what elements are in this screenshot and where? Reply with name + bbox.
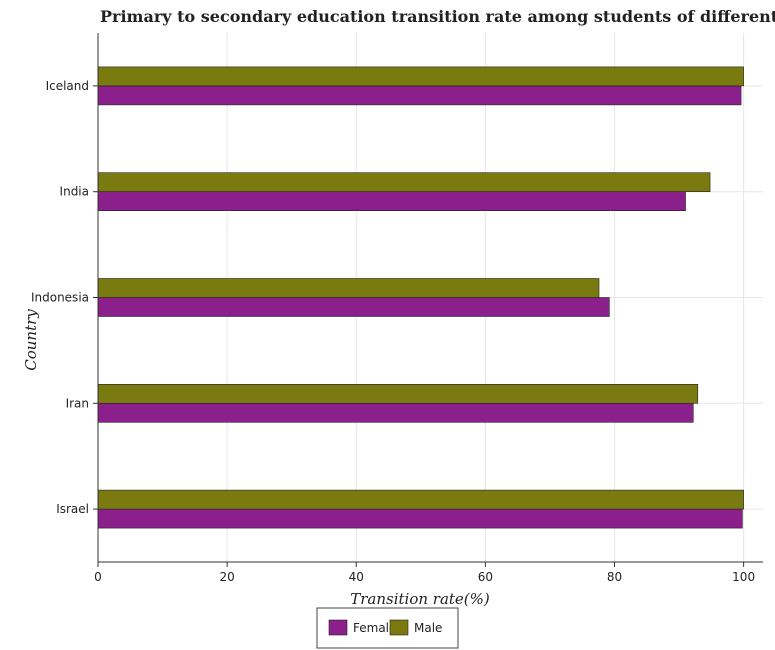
bar-female-iceland: [97, 85, 742, 106]
y-tick-label: Indonesia: [31, 291, 89, 305]
bar-female-indonesia: [97, 297, 610, 317]
bars: [97, 66, 744, 529]
y-tick-label: Iran: [66, 396, 89, 410]
legend: Female Male: [316, 607, 459, 649]
x-tick-label: 0: [94, 570, 102, 584]
y-tick-label: India: [60, 185, 89, 199]
y-tick-label: Israel: [56, 502, 89, 516]
bar-male-indonesia: [97, 278, 600, 298]
x-axis-label: Transition rate(%): [350, 590, 490, 608]
legend-label-female: Female: [353, 621, 396, 635]
chart-title: Primary to secondary education transitio…: [100, 7, 775, 26]
bar-female-iran: [97, 402, 694, 423]
bar-male-india: [97, 172, 711, 192]
x-tick-label: 20: [219, 570, 234, 584]
y-tick-label: Iceland: [46, 79, 89, 93]
x-tick-label: 40: [349, 570, 364, 584]
y-axis: Iceland India Indonesia Iran Israel: [31, 33, 99, 562]
y-axis-label: Country: [22, 309, 40, 371]
bar-male-iran: [97, 383, 699, 404]
x-tick-label: 60: [478, 570, 493, 584]
legend-label-male: Male: [414, 621, 442, 635]
bar-female-israel: [97, 508, 743, 529]
x-axis: 0 20 40 60 80 100: [94, 561, 763, 584]
legend-swatch-female: [328, 619, 348, 636]
bar-female-india: [97, 191, 686, 211]
legend-swatch-male: [389, 619, 409, 636]
bar-male-iceland: [97, 66, 744, 87]
bar-male-israel: [97, 489, 744, 510]
x-tick-label: 100: [732, 570, 755, 584]
x-tick-label: 80: [607, 570, 622, 584]
